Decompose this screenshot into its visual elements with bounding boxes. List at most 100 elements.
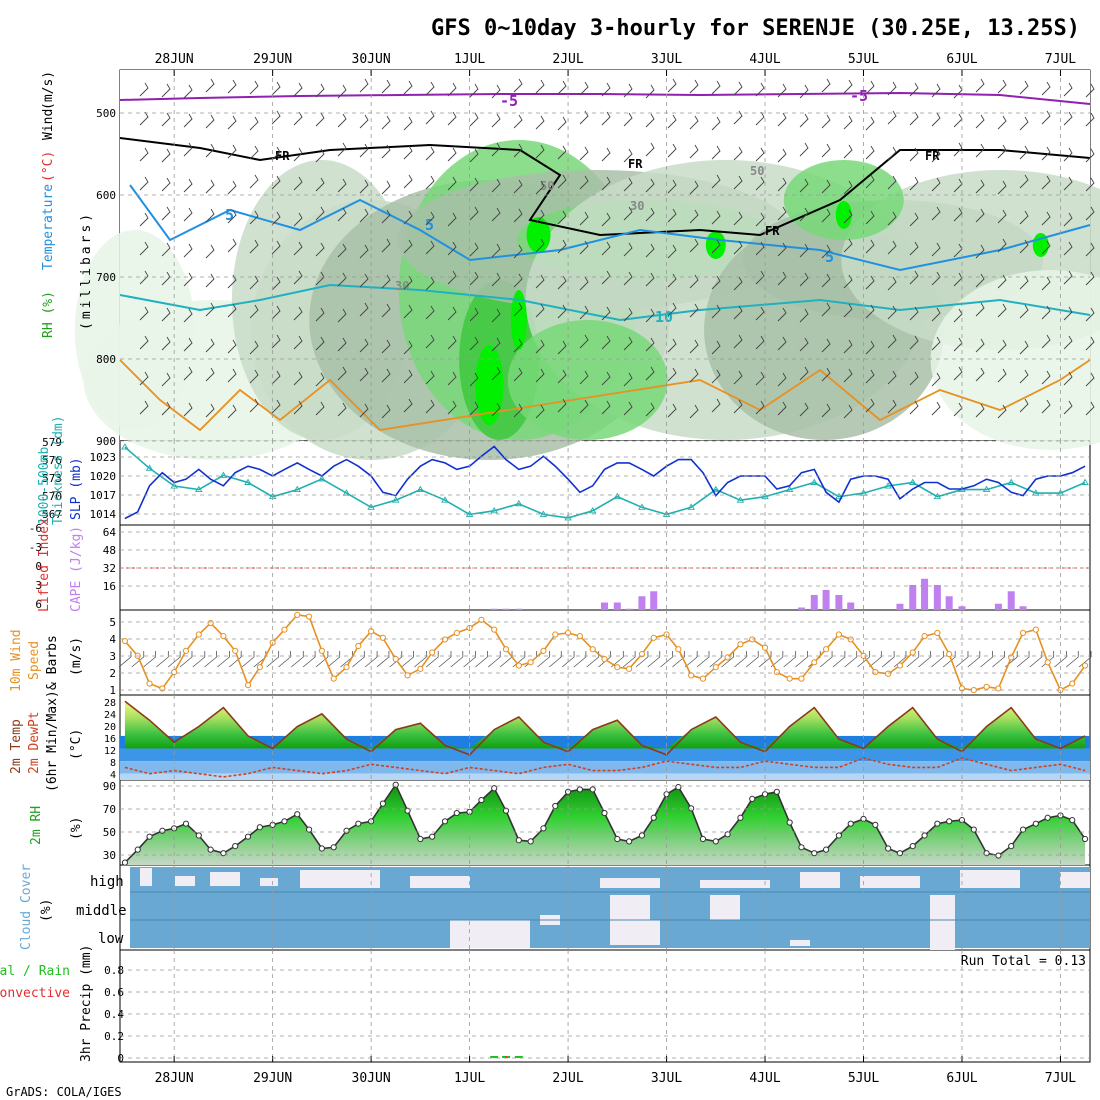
rh-line-point: [995, 852, 1002, 859]
wind-barb: [271, 81, 281, 96]
wind-barb: [447, 371, 457, 386]
rh-fill: [124, 784, 1086, 865]
wind-barb: [143, 651, 156, 668]
date-label-top: 7JUL: [1045, 52, 1076, 67]
plus5-contour: [129, 184, 1091, 272]
wind-speed-line-point: [195, 631, 202, 638]
wind-barb: [975, 208, 985, 223]
wind-barb: [1019, 275, 1029, 290]
contour-label: FR: [925, 149, 940, 163]
plus10-contour: [119, 283, 1091, 322]
date-label-top: 4JUL: [749, 52, 780, 67]
run-total-label: Run Total = 0.13: [961, 954, 1086, 969]
thickness-line-point: [736, 496, 745, 503]
wind-barb: [161, 148, 171, 163]
wind-barb: [799, 178, 809, 193]
wind-barb: [535, 339, 545, 354]
wind-barb: [381, 368, 391, 383]
wind-barb: [645, 337, 655, 352]
wind10m-panel: [118, 611, 1092, 694]
wind-barb: [821, 208, 831, 223]
wind-barb: [403, 174, 413, 189]
wind-barb: [586, 651, 600, 668]
wind-barb: [337, 272, 347, 287]
wind-barb: [447, 270, 457, 285]
wind-barb: [315, 112, 325, 127]
cloud-gap: [410, 876, 470, 888]
wind-barb: [770, 651, 784, 668]
date-label-bottom: 6JUL: [946, 1071, 977, 1086]
thickness-line-point: [908, 478, 917, 485]
temp-tick-label: 4: [110, 770, 116, 781]
date-label-bottom: 3JUL: [651, 1071, 682, 1086]
wind-barb: [645, 142, 655, 157]
cloud-gap: [1060, 872, 1090, 888]
wind-barb: [667, 338, 677, 353]
wind-barb: [156, 651, 169, 668]
wind-barb: [1041, 211, 1051, 226]
wind-barb: [601, 400, 611, 415]
rh-line-point: [146, 833, 153, 840]
cape-tick-label: 48: [103, 544, 116, 557]
wind-barb: [821, 244, 831, 259]
wind-barb: [513, 302, 523, 317]
wind-barb: [401, 651, 414, 668]
slp-ylabel: SLP (mb): [69, 457, 84, 520]
wind-barb: [799, 84, 809, 99]
rh-shading: [930, 270, 1100, 450]
rh-shading-max: [835, 201, 852, 229]
wind-barb: [183, 142, 193, 157]
thickness-line-point: [588, 506, 597, 514]
wind-barb: [975, 367, 985, 382]
precip-ylabel-conv: Convective: [0, 986, 70, 1001]
cloud-gap: [790, 940, 810, 946]
wind-barb: [843, 79, 853, 94]
wind-speed-line-point: [330, 675, 337, 682]
thickness-line-point: [465, 510, 474, 517]
thickness-line-point: [1007, 478, 1016, 485]
wind-speed-line-point: [688, 672, 695, 679]
wind-barb: [645, 84, 655, 99]
rh-line-point: [724, 831, 731, 838]
wind-barb: [755, 176, 765, 191]
date-label-top: 6JUL: [946, 52, 977, 67]
wind-speed-line-point: [638, 651, 646, 658]
wind-barb: [1085, 83, 1095, 98]
wind-speed-line-point: [712, 664, 719, 671]
wind-speed-line-point: [847, 636, 854, 643]
wind-barb: [359, 302, 369, 317]
upper-ylabel: RH (%) Temperature (°C) Wind (m/s) (mill…: [41, 71, 94, 338]
cloud-gap: [800, 872, 840, 888]
wind-barb: [315, 242, 325, 257]
wind-barb: [997, 144, 1007, 159]
wind-barb: [601, 371, 611, 386]
cloud-level-high: high: [90, 874, 124, 890]
precip-ylabels: Total / Rain Convective 3hr Precip (mm) …: [0, 945, 1086, 1062]
wind-barb: [667, 302, 677, 317]
wind-barb: [689, 79, 699, 94]
wind-barb: [997, 339, 1007, 354]
wind-barb: [711, 369, 721, 384]
temp2m-ylabel-2: 2m DewPt: [27, 711, 42, 774]
upper-ylabel-wind-unit: (m/s): [41, 71, 56, 110]
cape-ylabels: Lifted Index CAPE (J/kg): [37, 518, 84, 612]
wind-barb: [931, 336, 941, 351]
wind-barb: [249, 174, 259, 189]
wind-barb: [1063, 335, 1073, 350]
wind10m-ylabel-1: 10m Wind: [9, 629, 24, 692]
wind-barb: [491, 178, 501, 193]
wind-barb: [337, 84, 347, 99]
wind-speed-line-point: [305, 613, 313, 620]
wind-barb: [557, 80, 567, 95]
upper-ylabel-wind: Wind: [41, 109, 56, 140]
wind-barb: [557, 210, 567, 225]
wind-barb: [909, 371, 919, 386]
cape-bar: [896, 603, 904, 610]
cape-bar: [638, 596, 646, 610]
wind-barb: [469, 112, 479, 127]
wind-barb: [293, 335, 303, 350]
rh-line-point: [811, 850, 818, 857]
wind-barb: [909, 335, 919, 350]
wind-barb: [469, 401, 479, 416]
temp2m-ylabel-1: 2m Temp: [9, 719, 24, 774]
